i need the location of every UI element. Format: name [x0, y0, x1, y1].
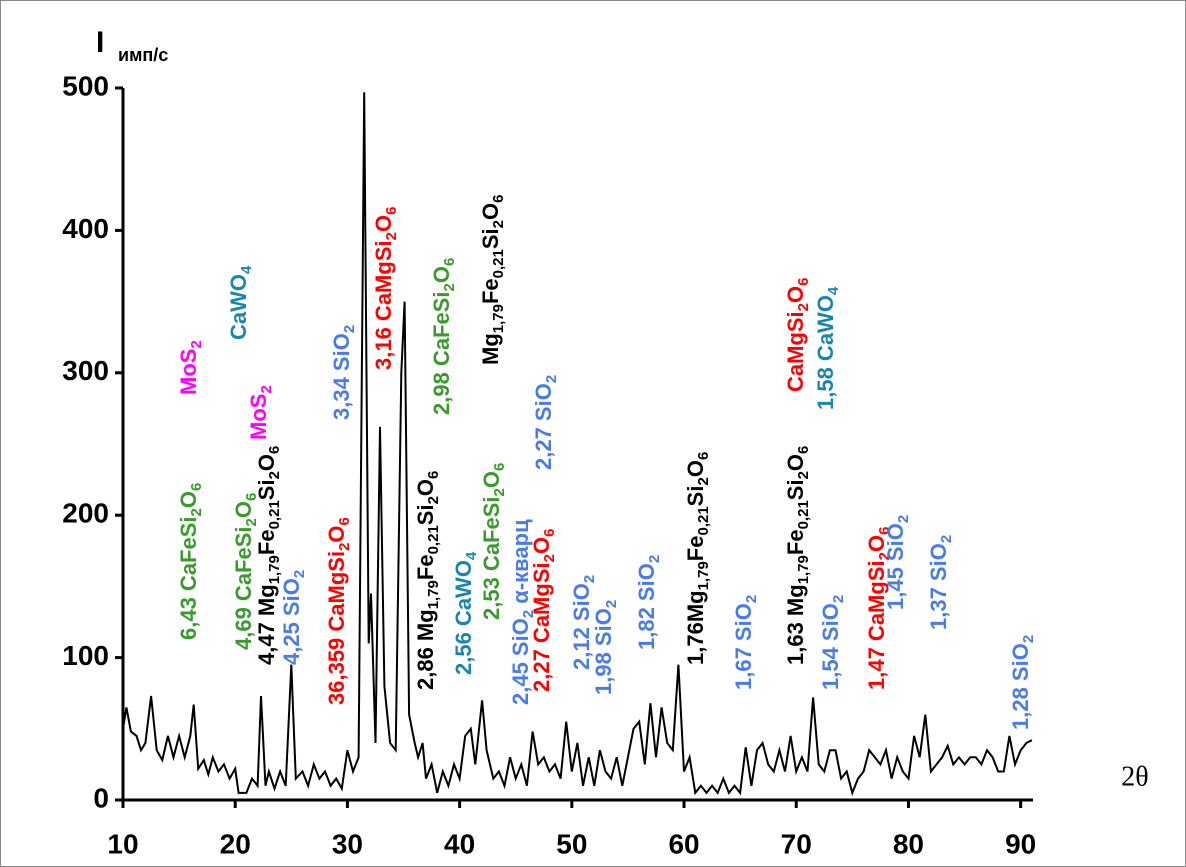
- peak-annotation: 36,359 CaMgSi2O6: [324, 517, 353, 705]
- peak-annotation: 1,76Mg1,79Fe0,21Si2O6: [683, 452, 712, 665]
- x-tick-label: 70: [781, 828, 812, 859]
- x-tick-label: 20: [220, 828, 251, 859]
- x-tick-label: 90: [1005, 828, 1036, 859]
- peak-annotation: 4,47 Mg1,79Fe0,21Si2O6: [254, 446, 283, 665]
- x-tick-label: 10: [107, 828, 138, 859]
- x-tick-label: 60: [668, 828, 699, 859]
- y-axis-label: I: [96, 26, 104, 59]
- peak-annotation: 1,98 SiO2: [591, 600, 620, 695]
- peak-annotation: 1,67 SiO2: [731, 595, 760, 690]
- peak-annotation: 1,37 SiO2: [926, 535, 955, 630]
- y-tick-label: 200: [62, 498, 109, 529]
- peak-annotation: 2,56 CaWO4: [451, 551, 480, 675]
- peak-annotation: 2,27 CaMgSi2O6: [529, 529, 558, 692]
- peak-annotation: 2,27 SiO2: [531, 375, 560, 470]
- peak-annotation: 2,12 SiO2: [569, 575, 598, 670]
- peak-annotation: 1,58 CaWO4: [813, 286, 842, 410]
- peak-annotation: 4,69 CaFeSi2O6: [231, 493, 260, 650]
- y-tick-label: 400: [62, 213, 109, 244]
- x-tick-label: 30: [332, 828, 363, 859]
- peak-annotation: 2,53 CaFeSi2O6: [479, 463, 508, 620]
- peak-annotation: 2,86 Mg1,79Fe0,21Si2O6: [413, 471, 442, 690]
- x-tick-label: 50: [556, 828, 587, 859]
- y-axis-unit: имп/с: [118, 45, 168, 65]
- peak-annotation: 1,28 SiO2: [1008, 635, 1037, 730]
- x-axis-label: 2θ: [1121, 761, 1148, 792]
- peak-annotation: 4,25 SiO2: [279, 570, 308, 665]
- peak-annotation: 1,45 SiO2: [883, 515, 912, 610]
- y-tick-label: 500: [62, 70, 109, 101]
- peak-annotation: 1,47 CaMgSi2O6: [864, 527, 893, 690]
- peak-annotation: Mg1,79Fe0,21Si2O6: [478, 195, 507, 365]
- y-tick-label: 100: [62, 640, 109, 671]
- peak-annotation: 3,16 CaMgSi2O6: [371, 207, 400, 370]
- peak-annotation: 3,34 SiO2: [329, 325, 358, 420]
- diffraction-curve: [122, 92, 1033, 797]
- peak-annotation: CaWO4: [226, 265, 255, 340]
- peak-annotation: MoS2: [246, 385, 275, 440]
- peak-annotation: 2,45 SiO2 α-кварц: [508, 519, 537, 705]
- peak-annotation: 2,98 CaFeSi2O6: [429, 258, 458, 415]
- peak-annotation: 1,63 Mg1,79Fe0,21Si2O6: [783, 446, 812, 665]
- peak-annotation: 1,82 SiO2: [634, 555, 663, 650]
- peak-annotation: 1,54 SiO2: [818, 595, 847, 690]
- peak-annotation: CaMgSi2O6: [783, 278, 812, 393]
- x-tick-label: 80: [893, 828, 924, 859]
- peak-annotation: 6,43 CaFeSi2O6: [176, 483, 205, 640]
- y-tick-label: 0: [93, 782, 109, 813]
- y-tick-label: 300: [62, 355, 109, 386]
- x-tick-label: 40: [444, 828, 475, 859]
- peak-annotation: MoS2: [176, 340, 205, 395]
